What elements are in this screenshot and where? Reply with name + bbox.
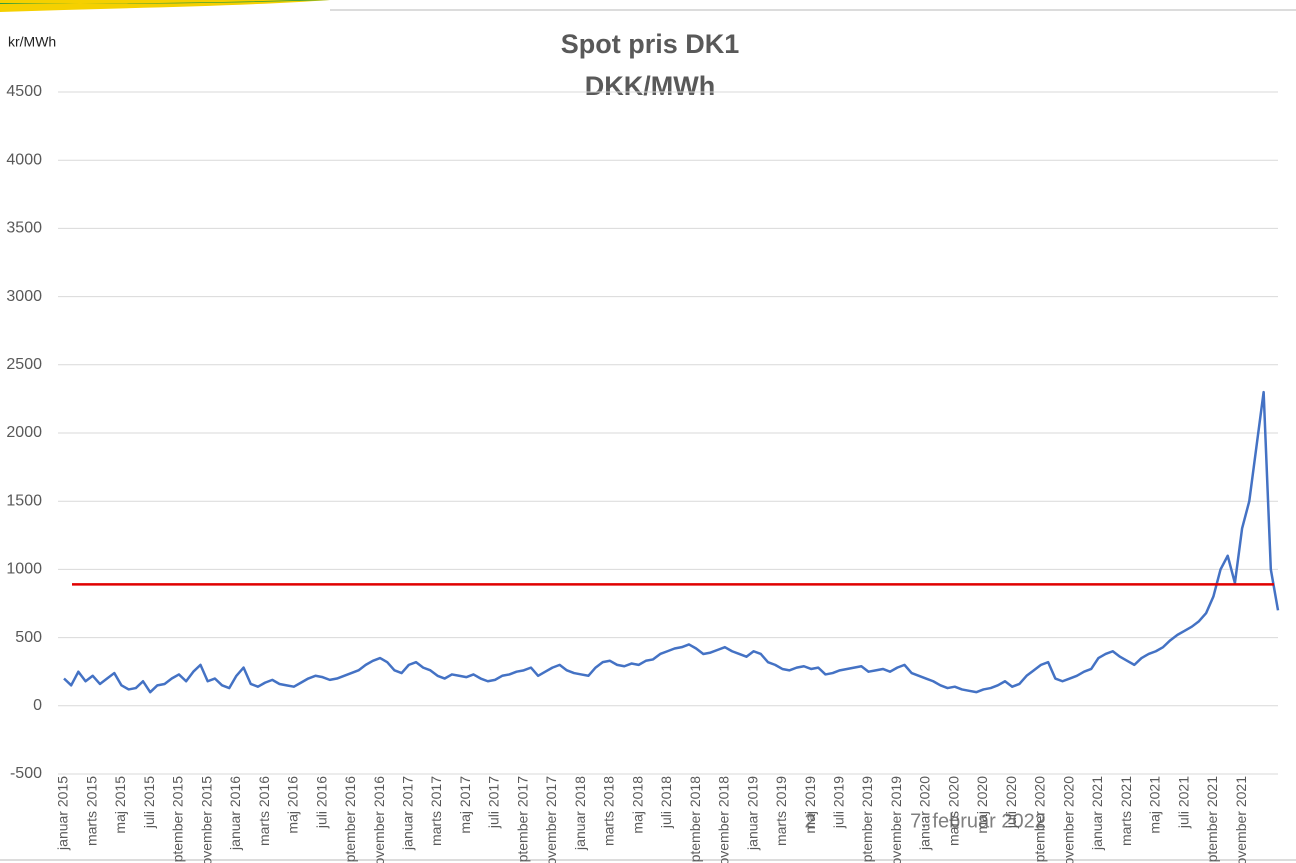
x-tick-label: november 2017 — [543, 776, 559, 863]
y-tick-label: 2000 — [6, 424, 42, 441]
x-tick-label: juli 2015 — [141, 776, 157, 829]
y-tick-label: 4500 — [6, 83, 42, 100]
y-tick-label: 2500 — [6, 356, 42, 373]
x-tick-label: januar 2020 — [917, 776, 933, 851]
x-tick-label: marts 2015 — [83, 776, 99, 846]
x-tick-label: september 2016 — [342, 776, 358, 863]
x-tick-label: november 2018 — [716, 776, 732, 863]
x-tick-label: maj 2016 — [285, 776, 301, 834]
decor-swoosh — [0, 0, 330, 12]
y-tick-label: 3500 — [6, 220, 42, 237]
x-tick-label: juli 2021 — [1175, 776, 1191, 829]
y-tick-label: 500 — [15, 629, 42, 646]
x-tick-label: september 2021 — [1204, 776, 1220, 863]
x-tick-label: maj 2019 — [802, 776, 818, 834]
page-number: 2 — [804, 810, 815, 832]
y-tick-label: 3000 — [6, 288, 42, 305]
x-tick-label: maj 2021 — [1147, 776, 1163, 834]
x-tick-label: september 2019 — [859, 776, 875, 863]
x-tick-label: marts 2016 — [256, 776, 272, 846]
x-tick-label: maj 2017 — [457, 776, 473, 834]
x-tick-label: september 2020 — [1032, 776, 1048, 863]
x-tick-label: juli 2019 — [831, 776, 847, 829]
x-tick-label: marts 2020 — [945, 776, 961, 846]
x-tick-label: maj 2018 — [629, 776, 645, 834]
x-tick-label: januar 2018 — [572, 776, 588, 851]
x-tick-label: januar 2015 — [55, 776, 71, 851]
x-tick-label: marts 2019 — [773, 776, 789, 846]
x-tick-label: januar 2017 — [400, 776, 416, 851]
x-tick-label: november 2016 — [371, 776, 387, 863]
y-tick-label: 4000 — [6, 151, 42, 168]
footer-date: 7. februar 2022 — [910, 810, 1046, 832]
x-tick-label: maj 2015 — [112, 776, 128, 834]
x-tick-label: marts 2018 — [601, 776, 617, 846]
x-tick-label: november 2019 — [888, 776, 904, 863]
x-tick-label: marts 2017 — [428, 776, 444, 846]
x-tick-label: november 2021 — [1233, 776, 1249, 863]
x-tick-label: marts 2021 — [1118, 776, 1134, 846]
x-tick-label: november 2015 — [198, 776, 214, 863]
x-tick-label: januar 2021 — [1089, 776, 1105, 851]
x-tick-label: juli 2016 — [313, 776, 329, 829]
series-line — [63, 390, 1280, 694]
y-tick-label: 0 — [33, 697, 42, 714]
x-tick-label: maj 2020 — [974, 776, 990, 834]
chart-subtitle: DKK/MWh — [585, 71, 715, 101]
x-tick-label: september 2015 — [170, 776, 186, 863]
x-tick-label: juli 2020 — [1003, 776, 1019, 829]
y-tick-label: 1000 — [6, 561, 42, 578]
x-tick-label: januar 2019 — [744, 776, 760, 851]
x-tick-label: september 2018 — [687, 776, 703, 863]
x-tick-label: juli 2017 — [486, 776, 502, 829]
x-tick-label: januar 2016 — [227, 776, 243, 851]
y-tick-label: 1500 — [6, 492, 42, 509]
x-tick-label: november 2020 — [1060, 776, 1076, 863]
decor-swoosh-green — [0, 0, 330, 4]
chart-title: Spot pris DK1 — [561, 29, 740, 59]
y-axis-label: kr/MWh — [8, 34, 56, 50]
y-tick-label: -500 — [10, 765, 42, 782]
x-tick-label: september 2017 — [514, 776, 530, 863]
x-tick-label: juli 2018 — [658, 776, 674, 829]
